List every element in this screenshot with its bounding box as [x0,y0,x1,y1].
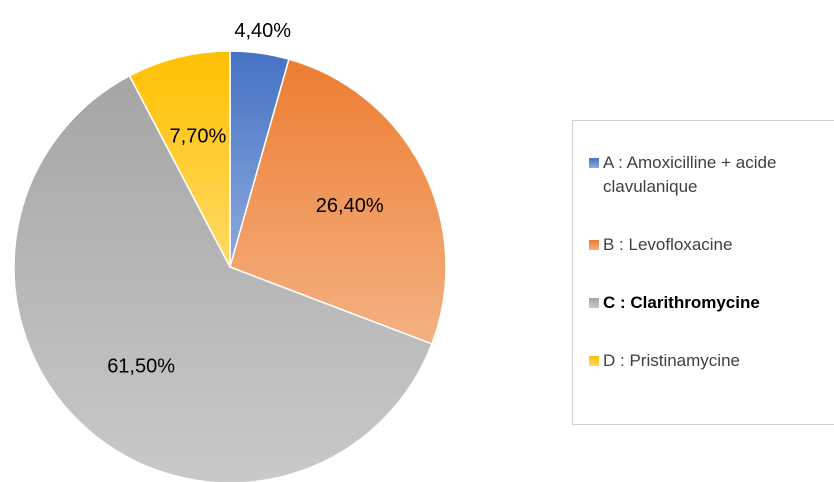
value-label: 4,40% [234,20,291,42]
pie-slice [229,58,447,345]
legend-swatch [589,356,599,366]
legend: A : Amoxicilline + acide clavulanique B :… [572,120,834,425]
legend-swatch [589,298,599,308]
legend-label: C : Clarithromycine [603,293,760,312]
pie-slice [128,50,231,268]
legend-item: C : Clarithromycine [589,291,809,315]
value-label: 7,70% [170,125,227,147]
legend-label: B : Levofloxacine [603,235,733,254]
legend-item: B : Levofloxacine [589,233,809,257]
legend-swatch [589,240,599,250]
value-label: 61,50% [107,355,175,377]
legend-item: D : Pristinamycine [589,349,809,373]
pie-slice [13,74,433,482]
legend-label: A : Amoxicilline + acide clavulanique [603,153,777,196]
legend-label: D : Pristinamycine [603,351,740,370]
legend-swatch [589,158,599,168]
value-label: 26,40% [316,195,384,217]
legend-item: A : Amoxicilline + acide clavulanique [589,151,809,199]
